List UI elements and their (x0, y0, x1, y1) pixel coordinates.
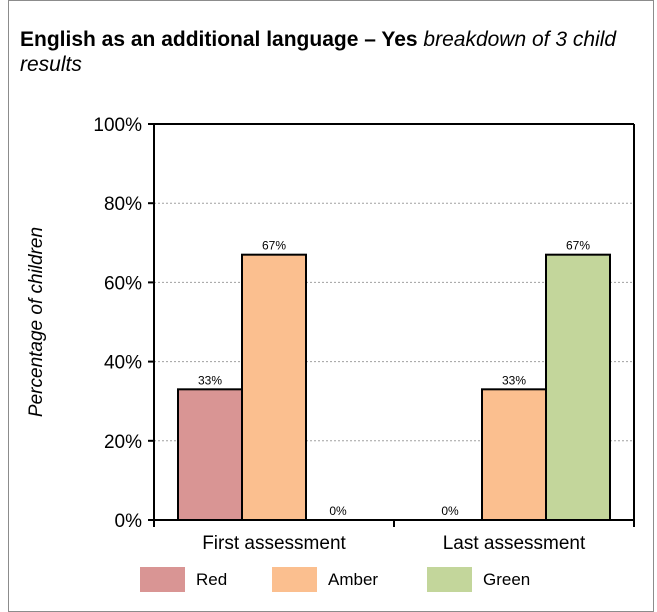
chart-title-main: English as an additional language – Yes (20, 28, 418, 51)
bar-amber (481, 388, 547, 521)
data-label: 33% (198, 373, 222, 387)
data-label: 67% (566, 239, 590, 253)
bar-green (545, 253, 611, 521)
x-category-label: Last assessment (443, 533, 586, 554)
bar-amber (241, 253, 307, 521)
data-label: 0% (441, 504, 459, 518)
y-tick-label: 100% (93, 115, 142, 136)
data-label: 33% (502, 373, 526, 387)
chart-title: English as an additional language – Yes … (20, 27, 650, 77)
chart-title-sub: breakdown of 3 child results (20, 28, 617, 76)
y-tick-label: 20% (104, 432, 142, 453)
y-tick-label: 60% (104, 273, 142, 294)
y-tick-label: 40% (104, 353, 142, 374)
data-label: 67% (262, 239, 286, 253)
y-axis-title: Percentage of children (26, 227, 47, 417)
y-tick-label: 80% (104, 194, 142, 215)
data-label: 0% (329, 504, 347, 518)
bar-red (177, 388, 243, 521)
y-tick-label: 0% (115, 511, 143, 532)
x-category-label: First assessment (202, 533, 346, 554)
